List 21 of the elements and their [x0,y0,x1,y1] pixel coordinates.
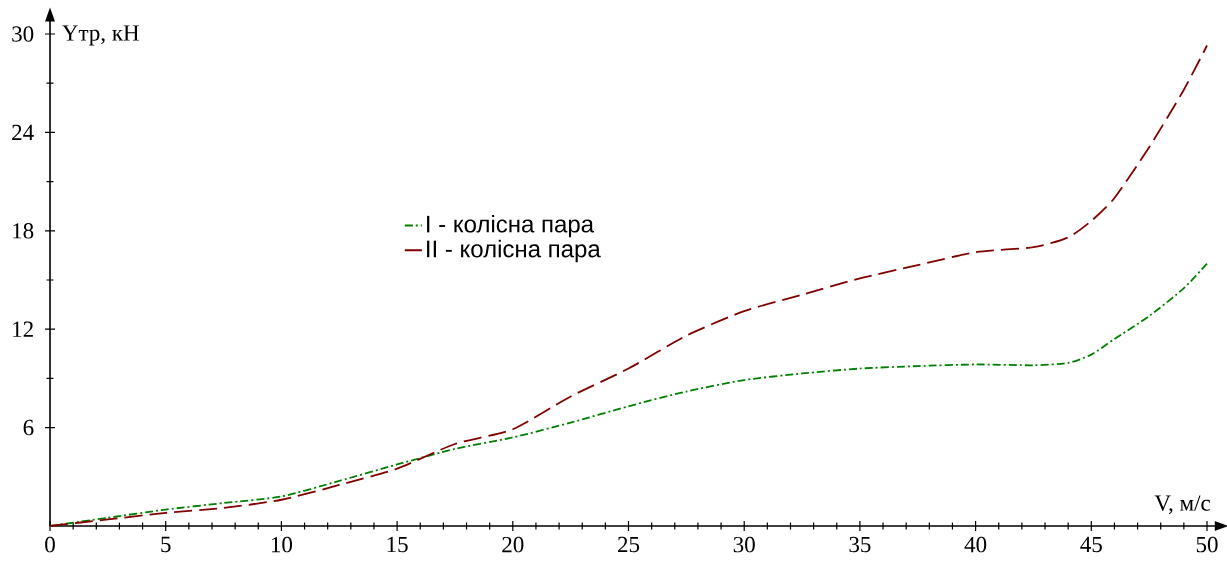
y-axis-title: Yтр, кН [62,25,139,46]
x-tick-label: 50 [1196,536,1218,553]
x-tick-label: 10 [271,536,293,553]
x-tick-label: 45 [1080,536,1102,553]
legend-label: II - колісна пара [427,239,601,263]
x-tick-label: 0 [45,536,55,553]
x-tick-label: 20 [502,536,524,553]
x-tick-label: 40 [964,536,987,553]
line-series [49,44,1208,527]
x-tick-label: 25 [618,536,640,553]
x-tick-label: 35 [849,536,871,553]
legend-label: I - колісна пара [427,214,595,238]
y-tick-label: 30 [12,26,34,42]
x-tick-label: 5 [161,536,171,553]
y-tick-label: 6 [23,419,34,436]
x-tick-label: 15 [387,536,408,553]
x-tick-label: 30 [733,536,755,553]
y-tick-label: 12 [13,321,33,337]
y-tick-label: 24 [12,124,34,141]
y-tick-label: 18 [13,223,34,239]
x-axis-title: V, м/с [1154,495,1210,515]
